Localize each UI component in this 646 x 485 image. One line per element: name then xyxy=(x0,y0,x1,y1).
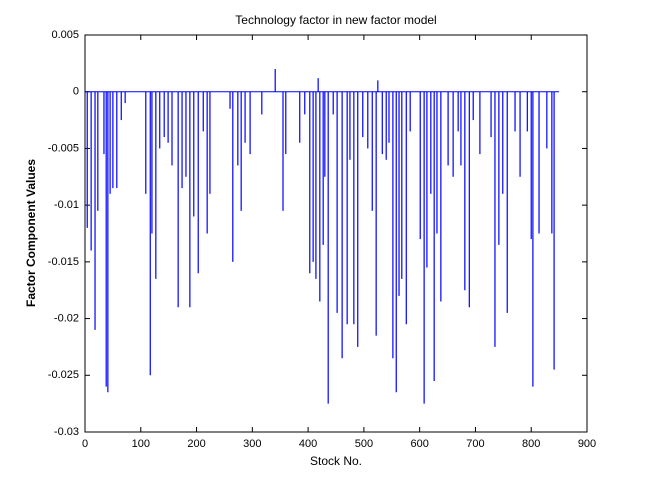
x-tick-label: 600 xyxy=(410,438,428,450)
y-tick-label: -0.025 xyxy=(48,369,79,381)
x-tick-label: 200 xyxy=(187,438,205,450)
x-tick-label: 300 xyxy=(243,438,261,450)
y-tick-label: -0.005 xyxy=(48,142,79,154)
y-tick-label: 0.005 xyxy=(51,29,79,41)
y-tick-label: -0.015 xyxy=(48,256,79,268)
x-tick-label: 900 xyxy=(578,438,596,450)
y-axis-label: Factor Component Values xyxy=(24,159,38,307)
x-tick-label: 800 xyxy=(522,438,540,450)
plot-frame xyxy=(84,34,588,433)
y-tick-label: -0.01 xyxy=(54,199,79,211)
chart-title: Technology factor in new factor model xyxy=(235,13,436,27)
x-tick-label: 700 xyxy=(466,438,484,450)
y-tick-label: -0.03 xyxy=(54,426,79,438)
x-tick-label: 100 xyxy=(132,438,150,450)
x-tick-label: 0 xyxy=(82,438,88,450)
x-axis-label: Stock No. xyxy=(310,454,362,468)
y-tick-label: 0 xyxy=(73,86,79,98)
x-tick-label: 400 xyxy=(299,438,317,450)
y-tick-label: -0.02 xyxy=(54,312,79,324)
x-tick-label: 500 xyxy=(355,438,373,450)
